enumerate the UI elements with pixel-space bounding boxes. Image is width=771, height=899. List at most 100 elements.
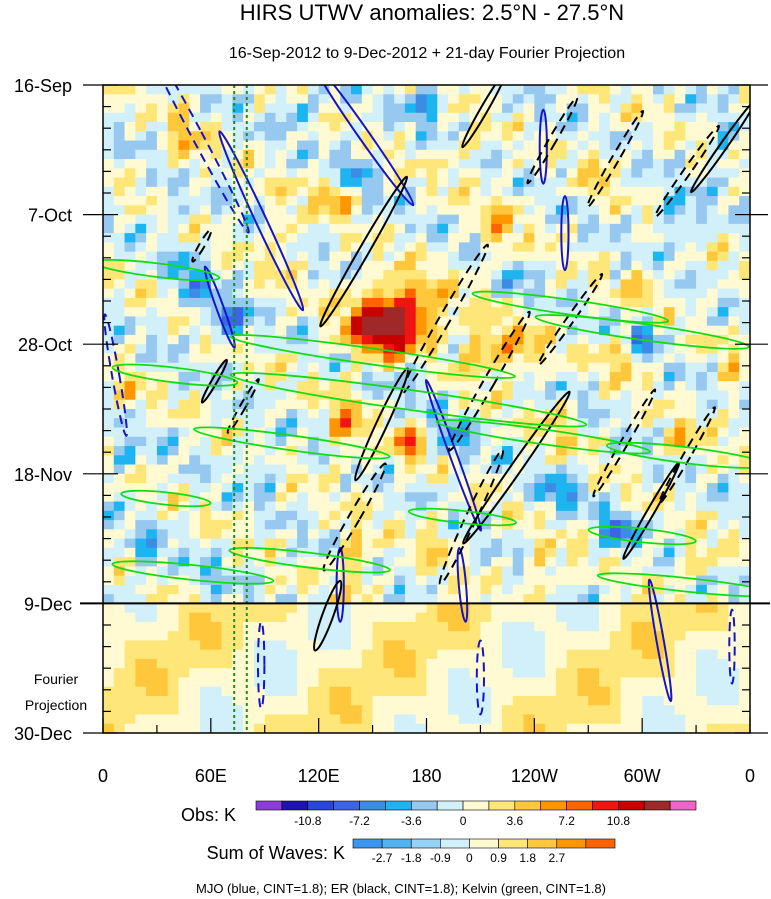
heat-cell [318,297,331,308]
heat-cell [685,242,697,253]
heat-cell [340,297,352,308]
heat-cell [523,186,535,197]
heat-cell [210,594,223,604]
heat-cell [577,297,589,308]
heat-cell [113,122,126,132]
heat-cell [178,85,190,95]
heat-cell [620,131,632,142]
heat-cell [243,547,255,558]
heat-cell [685,714,697,725]
heat-cell [523,390,535,401]
heat-cell [523,677,535,688]
heat-cell [124,677,136,688]
heat-cell [329,575,341,586]
heat-cell [426,436,438,447]
heat-cell [480,566,492,577]
heat-cell [663,686,676,697]
heat-cell [728,297,740,308]
heat-cell [588,603,600,614]
mjo-contour [143,85,250,234]
heat-cell [404,223,417,234]
heat-cell [480,455,492,466]
heat-cell [577,94,589,105]
heat-cell [631,196,643,206]
heat-cell [275,85,287,95]
heat-cell [501,353,514,364]
heat-cell [566,362,579,373]
heat-cell [728,168,740,179]
heat-cell [178,557,190,567]
colorbar-swatch [307,800,334,811]
heat-cell [642,381,654,392]
heat-cell [512,668,525,679]
heat-cell [642,566,654,577]
heat-cell [706,223,719,234]
heat-cell [307,529,320,540]
heat-cell [135,529,147,540]
heat-cell [674,362,686,373]
heat-cell [620,668,632,679]
heat-cell [124,658,136,669]
heat-cell [113,260,126,271]
heat-cell [631,584,643,595]
heat-cell [318,371,331,382]
heat-cell [685,575,697,586]
heat-cell [383,640,395,651]
heat-cell [469,538,482,549]
heat-cell [566,103,579,114]
heat-cell [318,94,331,105]
heat-cell [210,390,223,401]
heat-cell [501,205,514,216]
heat-cell [189,705,201,716]
heat-cell [156,85,169,95]
heat-cell [167,557,180,567]
heat-cell [275,251,287,262]
heat-cell [491,196,503,206]
heat-cell [652,446,665,456]
heat-cell [706,233,719,243]
heat-cell [534,260,546,271]
heat-cell [210,427,223,438]
heat-cell [415,723,428,733]
heat-cell [631,131,643,142]
heat-cell [200,344,212,355]
heat-cell [663,325,676,336]
heat-cell [469,334,482,345]
heat-cell [631,149,643,160]
heat-cell [361,658,374,669]
heat-cell [146,149,158,160]
heat-cell [448,353,460,364]
heat-cell [232,649,244,660]
heat-cell [426,85,438,95]
heat-cell [609,575,622,586]
heat-cell [286,223,298,234]
heat-cell [631,510,643,521]
heat-cell [167,103,180,114]
heat-cell [286,436,298,447]
heat-cell [210,520,223,530]
heat-cell [696,242,708,253]
heat-cell [200,455,212,466]
heat-cell [361,520,374,530]
heat-cell [469,316,482,327]
heat-cell [674,325,686,336]
heat-cell [588,140,600,151]
heat-cell [221,714,233,725]
heat-cell [404,594,417,604]
heat-cell [232,242,244,253]
heat-cell [685,723,697,733]
heat-cell [210,103,223,114]
heat-cell [501,390,514,401]
heat-cell [696,677,708,688]
heat-cell [243,631,255,642]
heat-cell [275,168,287,179]
heat-cell [113,686,126,697]
heat-cell [599,649,611,660]
heat-cell [577,85,589,95]
heat-cell [135,409,147,419]
heat-cell [588,436,600,447]
heat-cell [135,677,147,688]
heat-cell [566,594,579,604]
heat-cell [642,714,654,725]
heat-cell [534,483,546,493]
